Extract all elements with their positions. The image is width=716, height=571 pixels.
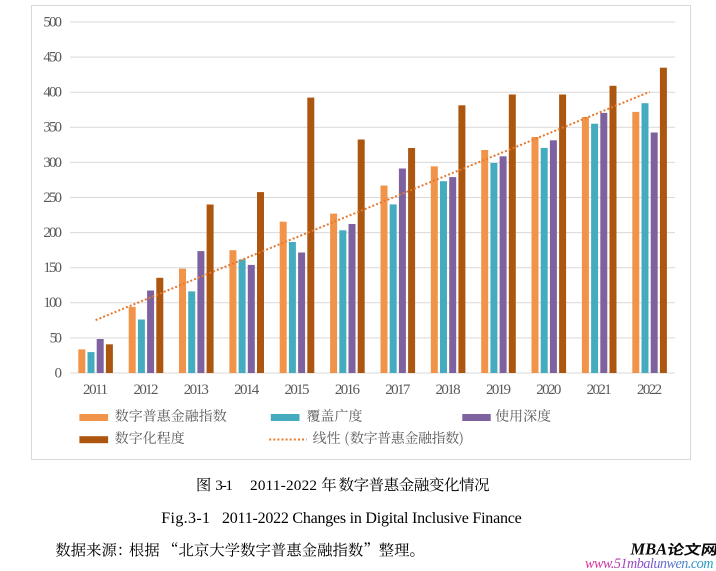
svg-text:2018: 2018 xyxy=(436,382,461,398)
svg-text:2017: 2017 xyxy=(385,382,411,398)
svg-text:2021: 2021 xyxy=(587,382,612,398)
svg-text:www.51mbalunwen.com: www.51mbalunwen.com xyxy=(585,556,714,571)
svg-text:3-1: 3-1 xyxy=(215,477,233,494)
svg-text:2020: 2020 xyxy=(536,382,561,398)
svg-text:450: 450 xyxy=(43,50,62,66)
svg-text:350: 350 xyxy=(43,120,62,136)
svg-text:2014: 2014 xyxy=(234,382,260,398)
svg-text:MBA: MBA xyxy=(630,540,668,559)
svg-text:200: 200 xyxy=(43,225,62,241)
svg-text:2019: 2019 xyxy=(486,382,511,398)
svg-text:2013: 2013 xyxy=(184,382,209,398)
svg-text:2011-2022 Changes in Digital I: 2011-2022 Changes in Digital Inclusive F… xyxy=(222,510,522,527)
svg-text:500: 500 xyxy=(43,14,62,30)
svg-text:Fig.3-1: Fig.3-1 xyxy=(161,510,210,527)
svg-text:150: 150 xyxy=(43,260,62,276)
svg-text:300: 300 xyxy=(43,155,62,171)
svg-text:2012: 2012 xyxy=(133,382,158,398)
svg-text:2011: 2011 xyxy=(83,382,108,398)
svg-text:400: 400 xyxy=(43,85,62,101)
svg-text:2016: 2016 xyxy=(335,382,361,398)
svg-text:2022: 2022 xyxy=(637,382,662,398)
svg-text:2015: 2015 xyxy=(284,382,309,398)
svg-text:250: 250 xyxy=(43,190,62,206)
svg-text:2011-2022: 2011-2022 xyxy=(250,477,317,494)
svg-text:50: 50 xyxy=(50,330,62,346)
svg-text:0: 0 xyxy=(55,365,63,381)
svg-text:100: 100 xyxy=(43,295,62,311)
